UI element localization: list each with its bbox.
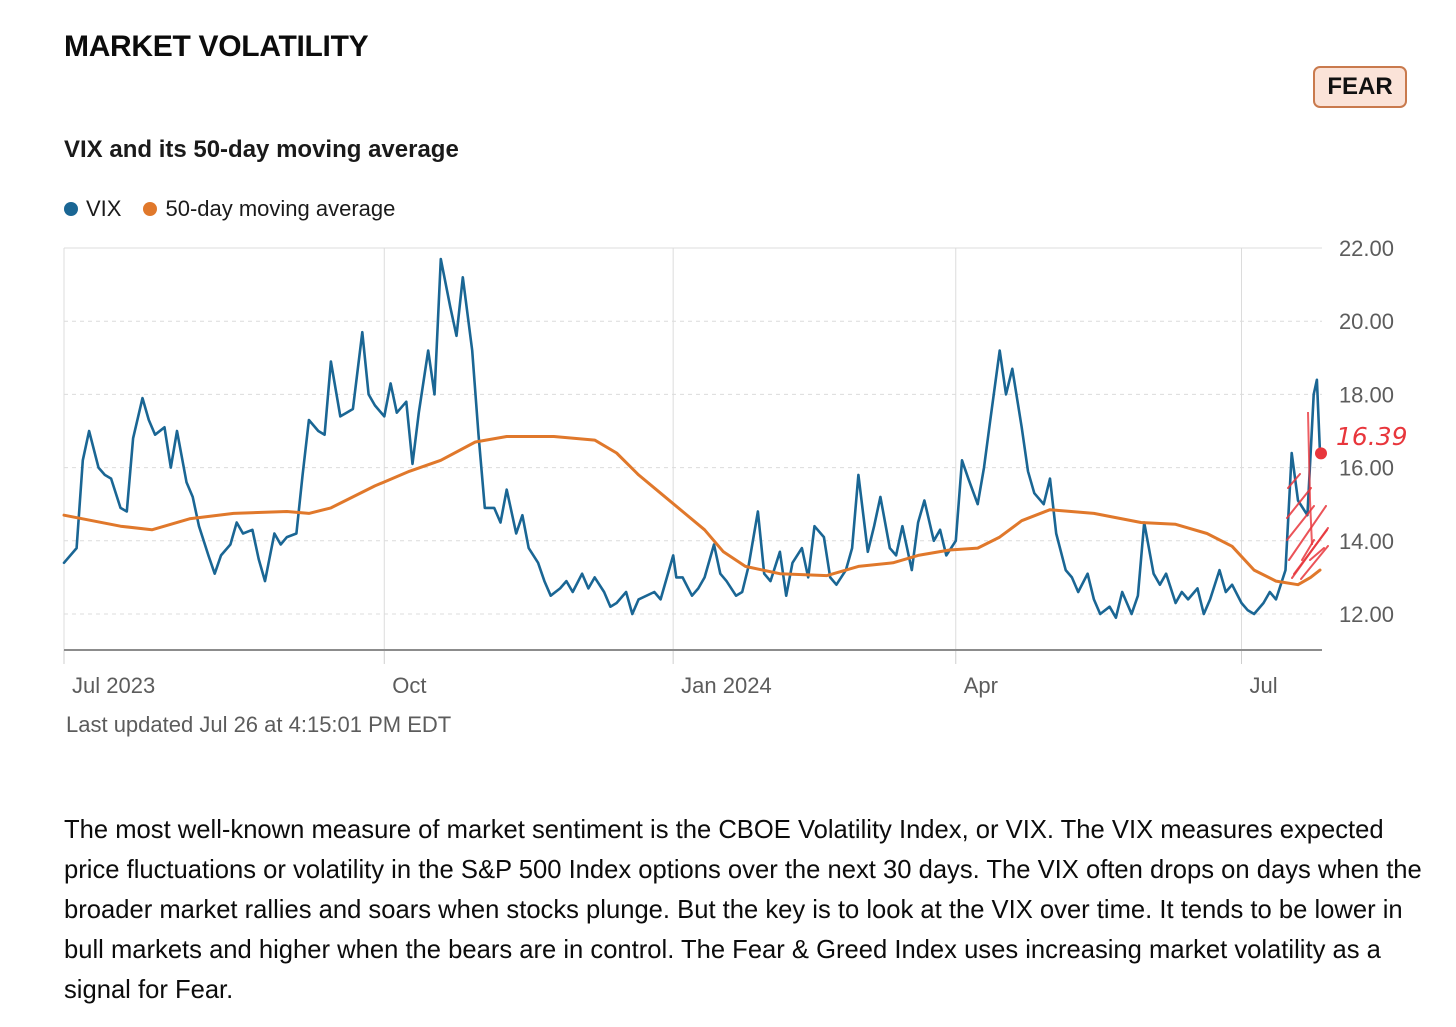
y-tick-label: 18.00 (1339, 382, 1394, 407)
annotation-marker (1315, 447, 1327, 460)
y-tick-label: 16.00 (1339, 456, 1394, 481)
annotation-hatch-stroke (1286, 505, 1315, 541)
x-tick-label: Oct (392, 673, 426, 698)
vix-line-chart: 22.00 20.00 18.00 16.00 14.00 12.00 Jul 2023 Oc… (62, 236, 1408, 698)
chart-gridlines (63, 247, 1322, 650)
annotation-hatch-stroke (1309, 547, 1325, 561)
last-updated-text: Last updated Jul 26 at 4:15:01 PM EDT (66, 712, 452, 737)
legend-dot-moving-average (143, 202, 158, 216)
annotation-hatch-stroke (1288, 505, 1327, 561)
moving-average-line (62, 435, 1322, 587)
y-tick-label: 22.00 (1339, 236, 1394, 261)
section-title: MARKET VOLATILITY (64, 30, 369, 63)
legend-item-moving-average[interactable]: 50-day moving average (143, 196, 395, 222)
description-paragraph: The most well-known measure of market se… (64, 816, 1422, 1004)
fear-rating-badge: FEAR (1313, 66, 1407, 108)
legend-dot-vix (64, 202, 78, 216)
legend-label-vix: VIX (86, 196, 122, 221)
x-tick-label: Jul (1250, 673, 1278, 698)
annotation-hatch-edge (1307, 411, 1313, 546)
chart-annotation: 16.39 (1286, 411, 1408, 580)
x-tick-label: Jan 2024 (681, 673, 772, 698)
annotation-hatch-stroke (1300, 545, 1329, 580)
annotation-hatch-stroke (1293, 529, 1328, 575)
y-tick-label: 20.00 (1339, 309, 1394, 334)
y-tick-label: 14.00 (1339, 529, 1394, 554)
annotation-label: 16.39 (1336, 422, 1408, 451)
chart-title: VIX and its 50-day moving average (64, 136, 459, 163)
y-tick-label: 12.00 (1339, 602, 1394, 627)
chart-axes: 22.00 20.00 18.00 16.00 14.00 12.00 Jul 2023 Oc… (63, 236, 1394, 698)
annotation-hatch-stroke (1286, 487, 1312, 519)
vix-line (62, 257, 1322, 619)
x-tick-label: Apr (964, 673, 998, 698)
x-tick-label: Jul 2023 (72, 673, 155, 698)
legend-item-vix[interactable]: VIX (64, 196, 121, 222)
legend-label-moving-average: 50-day moving average (165, 196, 396, 221)
chart-series (62, 257, 1322, 619)
annotation-hatch-stroke (1287, 473, 1301, 489)
chart-legend: VIX 50-day moving average (64, 196, 417, 222)
